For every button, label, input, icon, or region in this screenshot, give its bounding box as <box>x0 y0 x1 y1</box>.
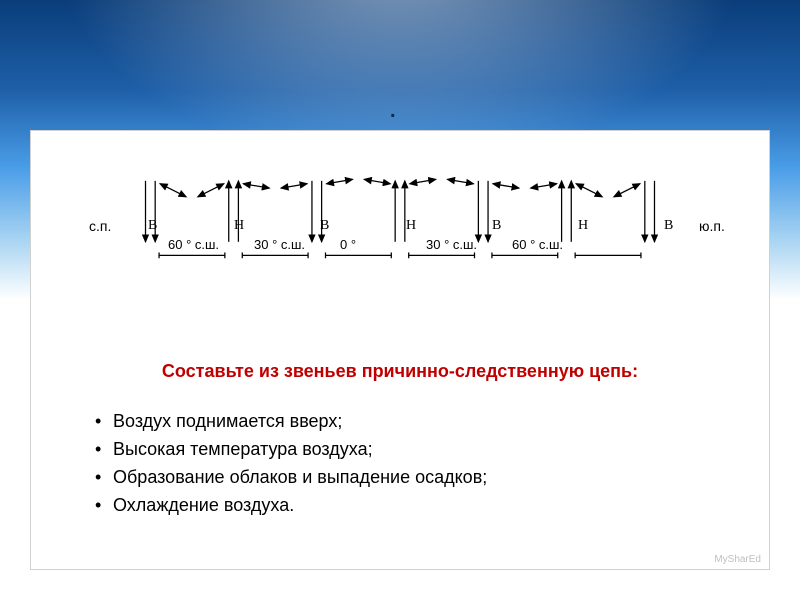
degree-label: 0 ° <box>340 237 356 252</box>
watermark: MySharEd <box>714 554 761 565</box>
title-dot: . <box>390 100 396 123</box>
degree-labels: 60 ° с.ш.30 ° с.ш.0 °30 ° с.ш.60 ° с.ш. <box>71 289 729 309</box>
bullet-item: Образование облаков и выпадение осадков; <box>95 464 709 492</box>
task-block: Составьте из звеньев причинно-следственн… <box>91 361 709 520</box>
degree-label: 30 ° с.ш. <box>426 237 477 252</box>
pressure-label: Н <box>234 218 244 234</box>
bullet-item: Воздух поднимается вверх; <box>95 408 709 436</box>
task-bullets: Воздух поднимается вверх;Высокая темпера… <box>91 408 709 520</box>
slide-root: . с.п.ВНВНВНВю.п. 60 ° с.ш.30 ° с.ш.0 °3… <box>0 0 800 600</box>
task-title: Составьте из звеньев причинно-следственн… <box>91 361 709 382</box>
pole-label: ю.п. <box>699 218 725 234</box>
pressure-label: Н <box>578 218 588 234</box>
bullet-item: Высокая температура воздуха; <box>95 436 709 464</box>
bullet-item: Охлаждение воздуха. <box>95 492 709 520</box>
pressure-label: В <box>320 218 329 234</box>
degree-label: 30 ° с.ш. <box>254 237 305 252</box>
pole-label: с.п. <box>89 218 111 234</box>
pressure-label: Н <box>406 218 416 234</box>
pressure-label: В <box>148 218 157 234</box>
degree-label: 60 ° с.ш. <box>512 237 563 252</box>
pressure-label: В <box>664 218 673 234</box>
content-card: с.п.ВНВНВНВю.п. 60 ° с.ш.30 ° с.ш.0 °30 … <box>30 130 770 570</box>
degree-label: 60 ° с.ш. <box>168 237 219 252</box>
pressure-label: В <box>492 218 501 234</box>
